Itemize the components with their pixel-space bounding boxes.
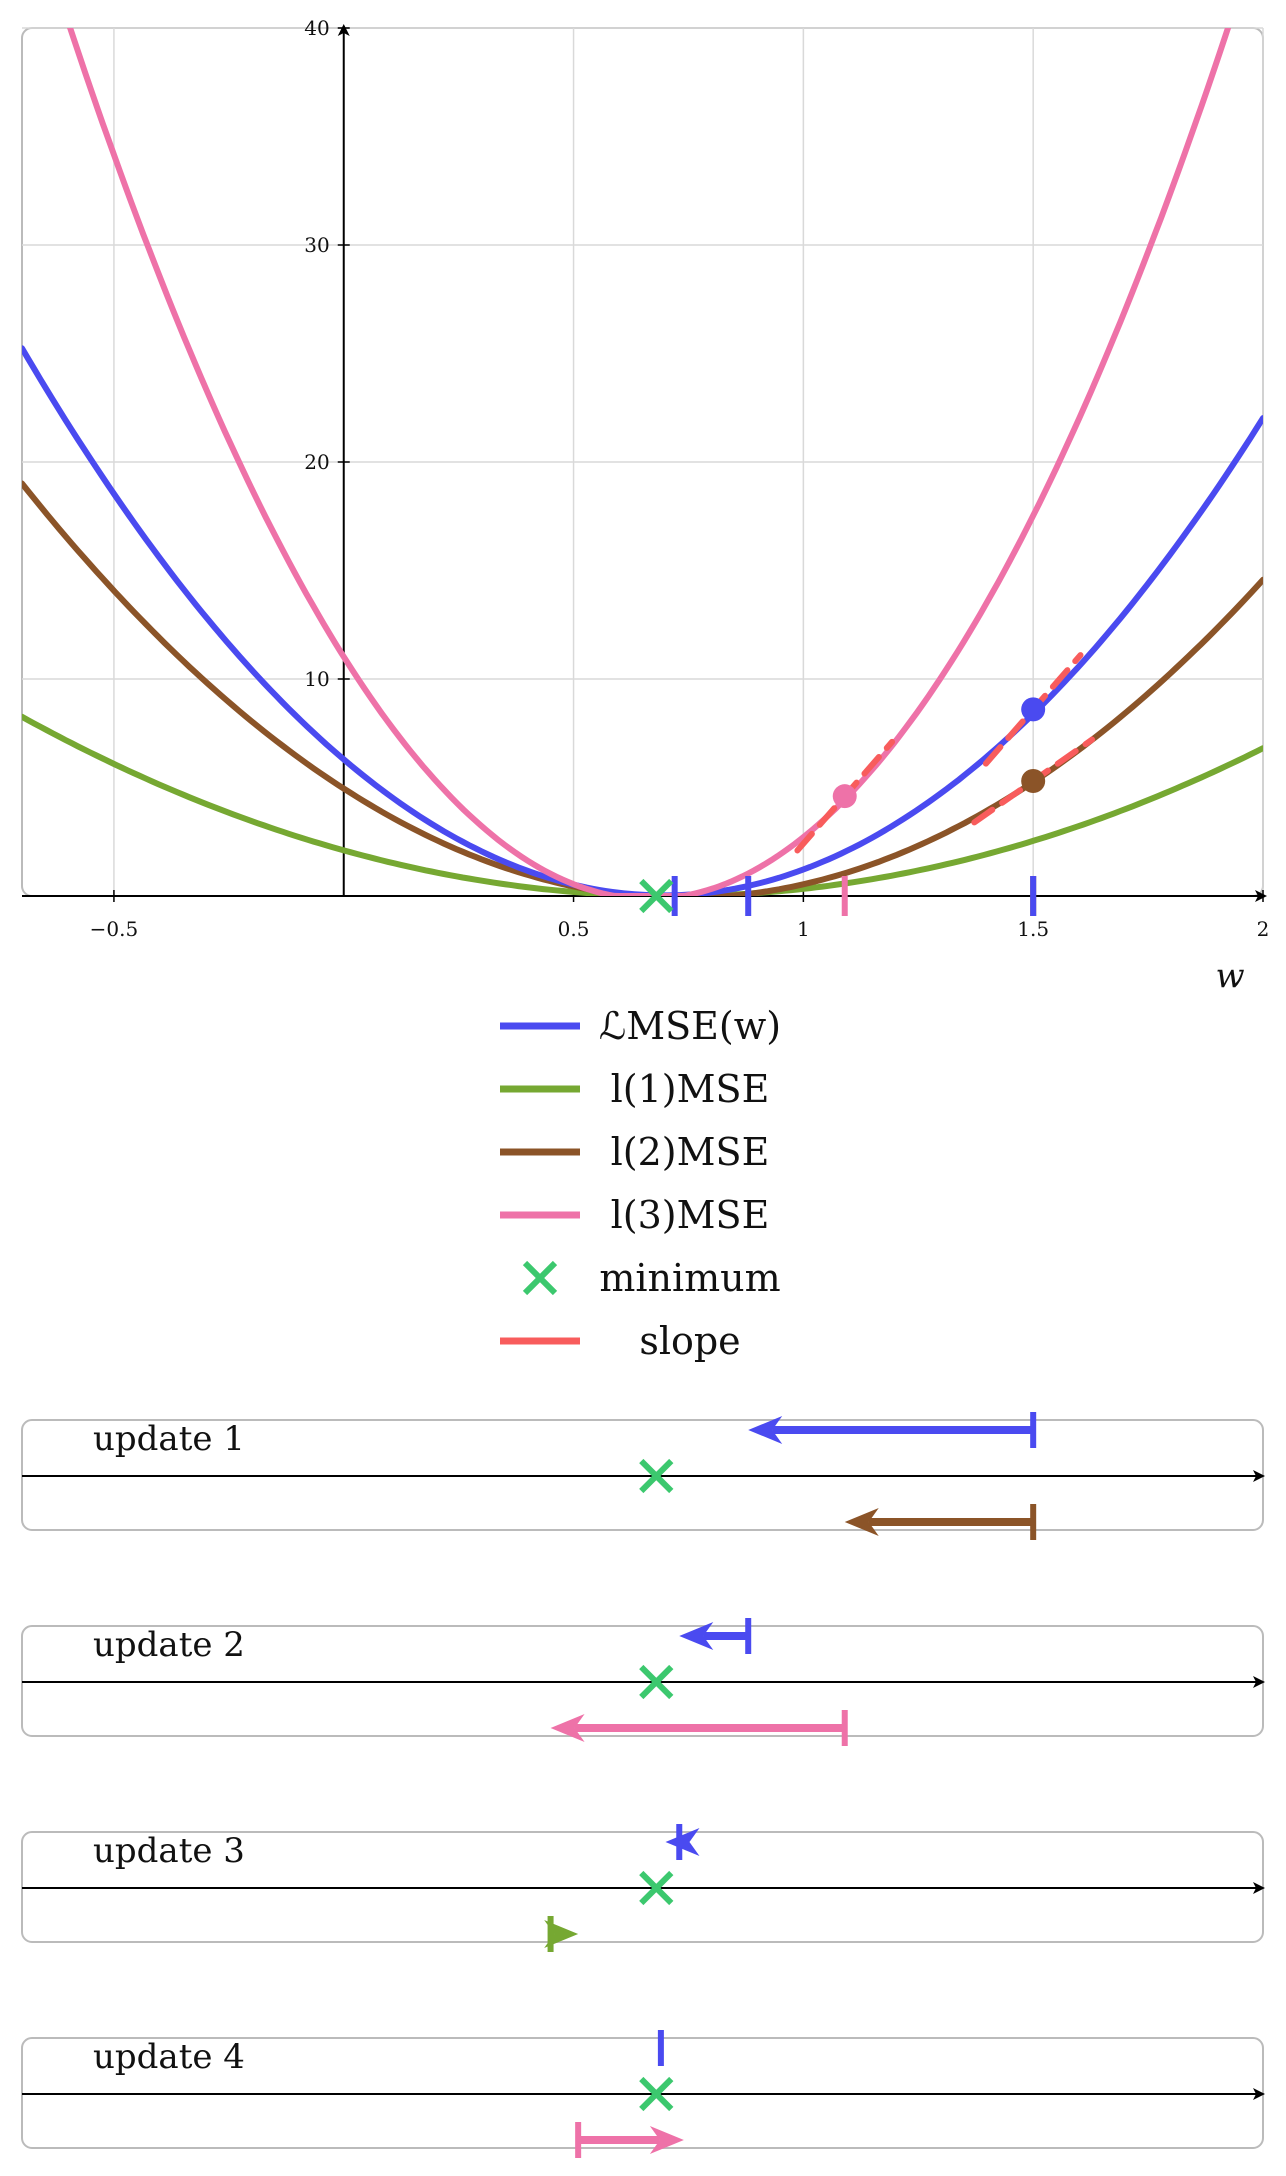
x-tick-label: −0.5 [90, 917, 139, 941]
x-axis-arrowhead [1255, 890, 1267, 902]
y-tick-label: 10 [304, 667, 329, 691]
legend-label-l1: l(1)MSE [611, 1067, 770, 1111]
update-arrow-l1 [544, 1916, 579, 1952]
update-arrow-mse [679, 1618, 752, 1654]
point-mse [1021, 697, 1046, 722]
update-panel: update 2 [21, 1618, 1265, 1746]
legend-label-mse: ℒMSE(w) [599, 1004, 781, 1048]
update-minimum-marker [639, 1870, 674, 1906]
update-axis-arrowhead [1253, 1676, 1265, 1688]
x-tick-label: 0.5 [558, 917, 590, 941]
x-tick-label: 2 [1257, 917, 1270, 941]
y-tick-label: 30 [304, 233, 329, 257]
legend-label-minimum: minimum [599, 1256, 780, 1300]
legend-swatch-minimum [522, 1260, 558, 1296]
minimum-marker [639, 878, 674, 914]
point-l3 [832, 784, 857, 809]
legend-label-slope: slope [639, 1319, 740, 1363]
update-minimum-marker [639, 1458, 674, 1494]
y-tick-label: 20 [304, 450, 329, 474]
x-tick-label: 1.5 [1017, 917, 1049, 941]
y-axis-arrowhead [337, 24, 350, 36]
update-arrow-mse [748, 1412, 1037, 1448]
legend-label-l2: l(2)MSE [611, 1130, 770, 1174]
series-line-l3 [67, 28, 1232, 896]
update-arrow-l2 [844, 1504, 1037, 1540]
x-axis-label: w [1215, 956, 1244, 996]
update-axis-arrowhead [1253, 1470, 1265, 1482]
update-arrow-l3 [550, 1710, 848, 1746]
update-axis-arrowhead [1253, 1882, 1265, 1894]
update-panel: update 1 [21, 1412, 1265, 1540]
update-label: update 1 [93, 1419, 245, 1459]
series-line-l2 [22, 480, 1263, 896]
x-tick-label: 1 [797, 917, 810, 941]
update-label: update 2 [93, 1625, 245, 1665]
update-panel: update 4 [21, 2030, 1265, 2158]
update-minimum-marker [639, 2076, 674, 2112]
point-l2 [1021, 768, 1046, 793]
y-tick-label: 40 [304, 16, 329, 40]
update-arrow-l3 [575, 2122, 684, 2158]
update-label: update 3 [93, 1831, 245, 1871]
update-panel: update 3 [21, 1824, 1265, 1952]
update-axis-arrowhead [1253, 2088, 1265, 2100]
legend-label-l3: l(3)MSE [611, 1193, 770, 1237]
update-label: update 4 [93, 2037, 245, 2077]
update-minimum-marker [639, 1664, 674, 1700]
series-line-l1 [22, 713, 1263, 896]
update-arrow-mse [665, 1824, 700, 1860]
